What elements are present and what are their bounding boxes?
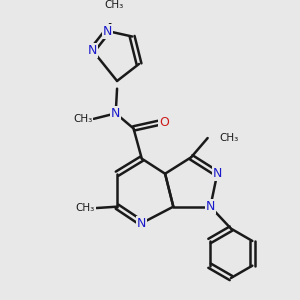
Text: N: N — [212, 167, 222, 180]
Text: CH₃: CH₃ — [105, 0, 124, 10]
Text: CH₃: CH₃ — [76, 203, 95, 213]
Text: N: N — [206, 200, 215, 213]
Text: N: N — [111, 107, 120, 120]
Text: N: N — [103, 25, 112, 38]
Text: N: N — [137, 217, 146, 230]
Text: CH₃: CH₃ — [73, 114, 92, 124]
Text: O: O — [159, 116, 169, 130]
Text: N: N — [88, 44, 97, 57]
Text: CH₃: CH₃ — [219, 133, 238, 143]
